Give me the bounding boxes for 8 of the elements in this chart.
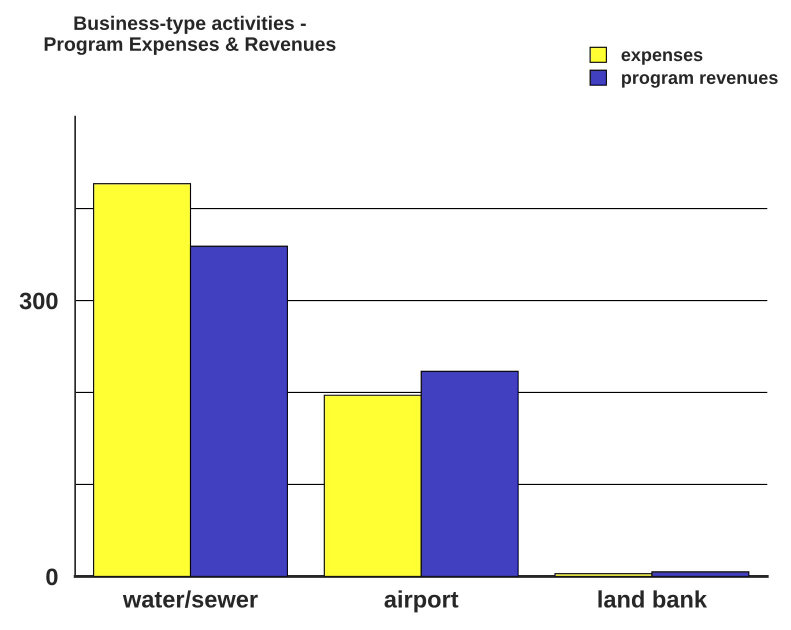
x-tick-label: airport <box>384 590 458 612</box>
y-tick-label: 0 <box>46 568 58 586</box>
chart-title: Business-type activities - Program Expenses & Revenues <box>44 16 336 55</box>
legend-label: program revenues <box>622 74 778 88</box>
legend-label: expenses <box>622 51 702 65</box>
y-tick-label: 300 <box>20 292 58 310</box>
x-tick-label: water/sewer <box>122 590 258 608</box>
x-tick-label: land bank <box>598 590 708 608</box>
